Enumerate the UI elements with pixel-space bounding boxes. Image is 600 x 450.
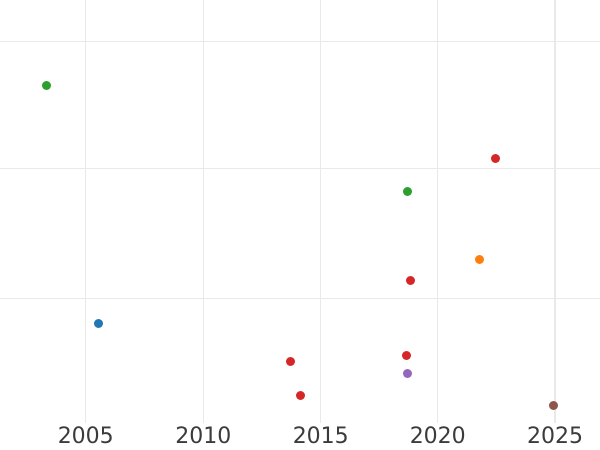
vertical-gridline xyxy=(319,0,322,423)
vertical-gridline xyxy=(202,0,205,423)
x-tick-label: 2025 xyxy=(527,424,583,449)
vertical-gridline xyxy=(554,0,556,423)
data-point-red xyxy=(491,154,501,164)
data-point-green xyxy=(402,186,412,196)
vertical-gridline xyxy=(436,0,439,423)
data-point-red xyxy=(405,275,415,285)
horizontal-gridline xyxy=(0,167,600,170)
x-tick-label: 2015 xyxy=(292,424,349,449)
data-point-red xyxy=(401,350,411,360)
vertical-gridline xyxy=(84,0,87,423)
horizontal-gridline xyxy=(0,40,600,43)
data-point-brown xyxy=(548,400,558,410)
data-point-orange xyxy=(474,255,484,265)
data-point-purple xyxy=(403,368,413,378)
data-point-blue xyxy=(93,318,103,328)
x-tick-label: 2005 xyxy=(57,424,114,449)
data-point-red xyxy=(296,390,306,400)
data-point-green xyxy=(42,80,52,90)
x-tick-label: 2010 xyxy=(175,424,232,449)
data-point-red xyxy=(285,357,295,367)
x-tick-label: 2020 xyxy=(409,424,466,449)
horizontal-gridline xyxy=(0,297,600,300)
